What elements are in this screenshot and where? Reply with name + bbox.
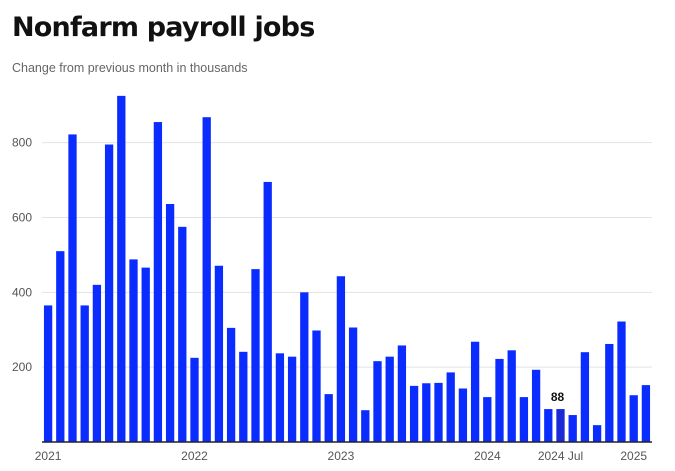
bar xyxy=(629,395,638,442)
bar xyxy=(336,276,346,442)
x-tick-label: 2021 xyxy=(35,449,62,463)
bar xyxy=(104,144,114,442)
bar xyxy=(397,345,407,442)
bar xyxy=(263,181,272,442)
x-tick-label: 2024 Jul xyxy=(538,449,583,463)
bar xyxy=(470,341,480,442)
bar xyxy=(348,327,358,442)
bar xyxy=(361,410,370,442)
x-tick-label: 2024 xyxy=(474,449,501,463)
bar xyxy=(56,251,65,442)
y-tick-label: 200 xyxy=(12,360,32,374)
data-label: 88 xyxy=(551,390,565,404)
bar xyxy=(129,259,138,442)
bar xyxy=(165,204,175,442)
bar xyxy=(617,321,626,442)
y-tick-label: 800 xyxy=(12,136,32,150)
bar xyxy=(507,350,516,442)
bar xyxy=(178,226,187,442)
bar xyxy=(409,385,419,442)
bar xyxy=(117,95,126,443)
bar xyxy=(544,409,553,442)
bar xyxy=(422,383,431,442)
bar xyxy=(68,134,77,442)
bar xyxy=(202,117,211,442)
bar xyxy=(458,388,468,442)
bar xyxy=(385,356,394,442)
bar xyxy=(80,305,89,442)
bar xyxy=(519,397,529,442)
bar xyxy=(641,385,651,442)
bar xyxy=(568,415,577,442)
chart-subtitle: Change from previous month in thousands xyxy=(12,61,248,75)
bar xyxy=(153,122,163,442)
bar xyxy=(251,269,260,442)
bar xyxy=(287,356,297,442)
bar xyxy=(434,382,443,442)
bar xyxy=(300,292,309,442)
bar xyxy=(495,358,504,442)
x-tick-label: 2023 xyxy=(328,449,355,463)
bar xyxy=(324,394,333,442)
bar xyxy=(446,372,455,442)
bar xyxy=(43,305,53,442)
chart-title: Nonfarm payroll jobs xyxy=(12,12,315,43)
bar xyxy=(92,284,102,442)
bar xyxy=(373,361,382,442)
bar xyxy=(592,425,602,442)
bar xyxy=(226,327,236,442)
y-tick-label: 600 xyxy=(12,210,32,224)
bar xyxy=(531,369,541,442)
y-tick-label: 400 xyxy=(12,285,32,299)
bar xyxy=(312,330,321,442)
bar xyxy=(239,351,248,442)
bar xyxy=(141,267,150,442)
bar xyxy=(275,353,285,442)
bar xyxy=(605,343,614,442)
bar xyxy=(190,357,199,442)
bar xyxy=(483,397,492,442)
bar xyxy=(556,409,565,442)
x-tick-label: 2022 xyxy=(181,449,208,463)
bar xyxy=(580,352,590,442)
x-tick-label: 2025 xyxy=(620,449,647,463)
bar xyxy=(214,265,224,442)
